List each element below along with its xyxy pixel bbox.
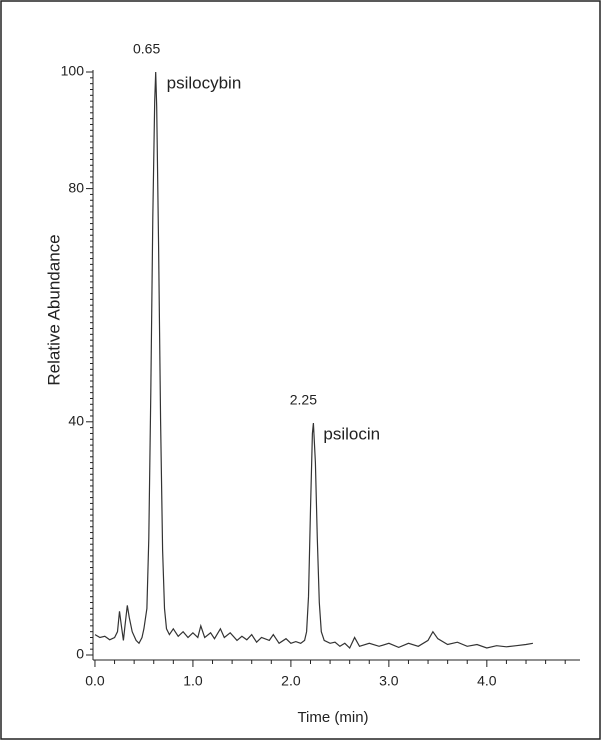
x-tick-label: 4.0 [477, 673, 497, 689]
peak-name-label: psilocin [323, 424, 380, 443]
x-tick-label: 3.0 [379, 673, 399, 689]
y-tick-label: 100 [61, 63, 85, 79]
x-tick-label: 0.0 [85, 673, 105, 689]
y-tick-label: 80 [68, 179, 84, 195]
x-tick-label: 2.0 [281, 673, 301, 689]
trace [94, 71, 534, 650]
x-tick-label: 1.0 [183, 673, 203, 689]
peak-time-label: 0.65 [133, 41, 160, 57]
y-tick-label: 0 [76, 646, 84, 662]
peak-name-label: psilocybin [167, 73, 242, 92]
y-axis-label: Relative Abundance [44, 234, 63, 385]
peak-time-label: 2.25 [290, 392, 317, 408]
x-axis-label: Time (min) [297, 709, 368, 726]
y-tick-label: 40 [68, 413, 84, 429]
